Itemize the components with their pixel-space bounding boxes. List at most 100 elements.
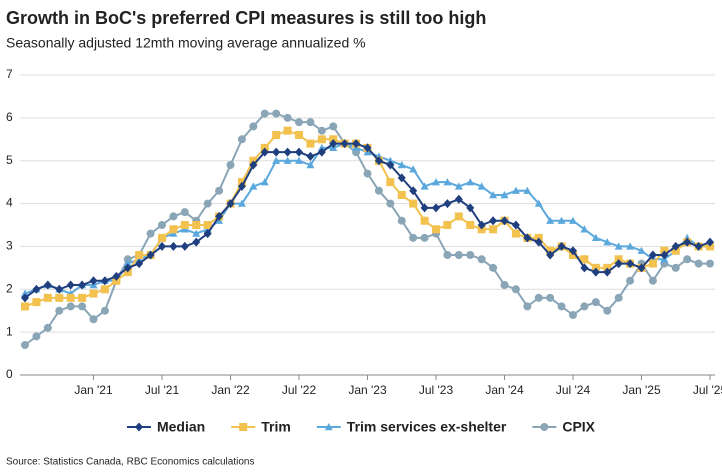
marker	[569, 311, 577, 319]
marker	[580, 302, 589, 311]
marker	[409, 186, 418, 196]
marker	[239, 423, 248, 431]
marker	[443, 199, 452, 209]
marker	[283, 156, 292, 164]
marker	[466, 203, 475, 213]
marker	[283, 147, 292, 157]
legend-item: Trim services ex-shelter	[316, 419, 507, 435]
marker	[100, 306, 109, 315]
marker	[591, 233, 600, 242]
marker	[169, 241, 178, 251]
marker	[306, 118, 315, 127]
marker	[32, 332, 41, 341]
marker	[55, 284, 64, 294]
marker	[283, 113, 292, 122]
marker	[203, 229, 212, 239]
marker	[306, 161, 315, 169]
marker	[534, 237, 543, 247]
legend-label: Trim services ex-shelter	[347, 419, 507, 435]
marker	[443, 251, 452, 259]
marker	[146, 250, 155, 260]
marker	[569, 246, 577, 256]
marker	[295, 131, 303, 139]
marker	[237, 199, 246, 207]
marker	[397, 173, 406, 183]
marker	[158, 221, 166, 229]
marker	[123, 259, 132, 267]
marker	[489, 216, 498, 226]
marker	[523, 233, 532, 243]
marker	[340, 139, 349, 149]
marker	[215, 211, 224, 221]
marker	[500, 216, 509, 226]
marker	[540, 423, 549, 431]
marker	[626, 259, 635, 269]
x-tick-label: Jan '23	[348, 383, 387, 397]
x-tick-label: Jul '24	[556, 383, 591, 397]
legend-label: Trim	[261, 419, 291, 435]
marker	[489, 191, 498, 199]
marker	[260, 109, 269, 118]
marker	[614, 293, 623, 302]
marker	[363, 143, 372, 153]
marker	[146, 229, 155, 238]
marker	[409, 233, 418, 242]
y-tick-label: 0	[6, 367, 13, 381]
marker	[180, 241, 189, 251]
marker	[603, 306, 612, 315]
marker	[648, 276, 657, 285]
marker	[43, 323, 52, 332]
marker	[66, 280, 75, 290]
marker	[158, 241, 166, 251]
legend-item: Median	[126, 419, 205, 435]
marker	[100, 276, 109, 286]
marker	[626, 242, 635, 250]
marker	[477, 255, 486, 264]
marker	[694, 259, 703, 268]
marker	[546, 250, 555, 260]
marker	[66, 302, 75, 311]
marker	[614, 242, 623, 250]
marker	[637, 263, 646, 273]
marker	[55, 293, 64, 302]
marker	[511, 220, 520, 230]
marker	[32, 298, 41, 307]
marker	[192, 221, 201, 229]
marker	[329, 139, 338, 149]
marker	[123, 255, 132, 264]
marker	[671, 263, 680, 272]
legend-item: CPIX	[532, 419, 596, 435]
marker	[249, 182, 258, 190]
legend-label: CPIX	[562, 419, 595, 435]
marker	[237, 135, 246, 144]
marker	[420, 233, 429, 242]
y-tick-label: 7	[6, 67, 13, 81]
marker	[78, 302, 87, 311]
marker	[306, 139, 315, 148]
marker	[489, 263, 498, 272]
x-tick-label: Jan '24	[485, 383, 524, 397]
x-tick-label: Jan '21	[74, 383, 113, 397]
marker	[511, 229, 520, 238]
marker	[694, 241, 703, 251]
marker	[100, 285, 109, 294]
marker	[409, 199, 418, 208]
marker	[43, 293, 52, 302]
marker	[454, 251, 463, 259]
marker	[249, 122, 258, 131]
marker	[443, 178, 452, 186]
marker	[135, 259, 144, 269]
marker	[295, 156, 303, 164]
marker	[352, 139, 361, 149]
marker	[409, 165, 418, 173]
marker	[557, 216, 566, 224]
marker	[283, 126, 292, 135]
marker	[477, 220, 486, 230]
marker	[523, 186, 532, 194]
marker	[134, 422, 143, 432]
marker	[557, 302, 566, 311]
marker	[386, 156, 395, 164]
chart-subtitle: Seasonally adjusted 12mth moving average…	[6, 35, 366, 51]
marker	[603, 267, 612, 277]
marker	[648, 250, 657, 260]
